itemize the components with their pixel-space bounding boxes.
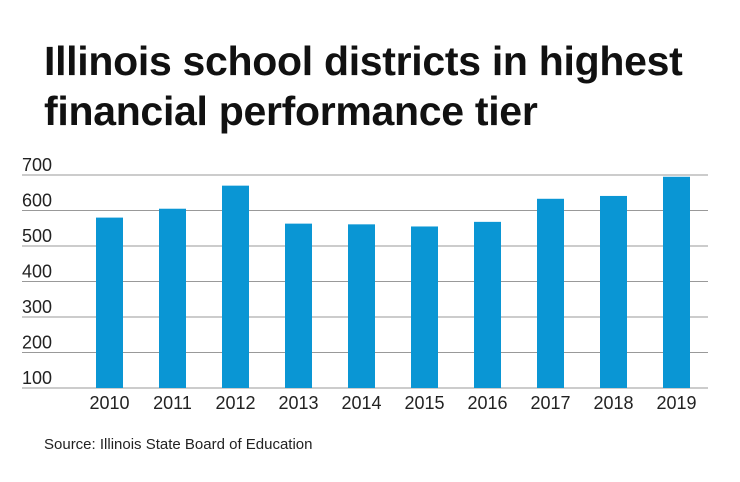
y-tick-label: 700 — [22, 155, 52, 175]
x-tick-label: 2011 — [153, 393, 192, 413]
bar — [411, 226, 438, 388]
x-tick-label: 2014 — [341, 393, 381, 413]
bar — [600, 195, 627, 388]
x-tick-label: 2010 — [89, 393, 129, 413]
x-tick-label: 2018 — [593, 393, 633, 413]
bar — [285, 223, 312, 388]
x-tick-label: 2013 — [278, 393, 318, 413]
chart-title: Illinois school districts in highest fin… — [44, 38, 683, 134]
bar — [663, 176, 690, 388]
bar — [222, 185, 249, 388]
bar — [96, 217, 123, 388]
y-tick-label: 200 — [22, 333, 52, 353]
bar — [348, 224, 375, 388]
y-tick-label: 300 — [22, 297, 52, 317]
x-tick-label: 2016 — [467, 393, 507, 413]
source-note: Source: Illinois State Board of Educatio… — [44, 436, 313, 453]
bar — [474, 221, 501, 388]
bar — [537, 198, 564, 388]
x-tick-label: 2019 — [656, 393, 696, 413]
x-tick-label: 2015 — [404, 393, 444, 413]
y-tick-label: 100 — [22, 368, 52, 388]
y-tick-label: 400 — [22, 262, 52, 282]
y-tick-label: 500 — [22, 226, 52, 246]
x-tick-label: 2017 — [530, 393, 570, 413]
x-tick-label: 2012 — [215, 393, 255, 413]
bar — [159, 208, 186, 388]
y-tick-label: 600 — [22, 191, 52, 211]
